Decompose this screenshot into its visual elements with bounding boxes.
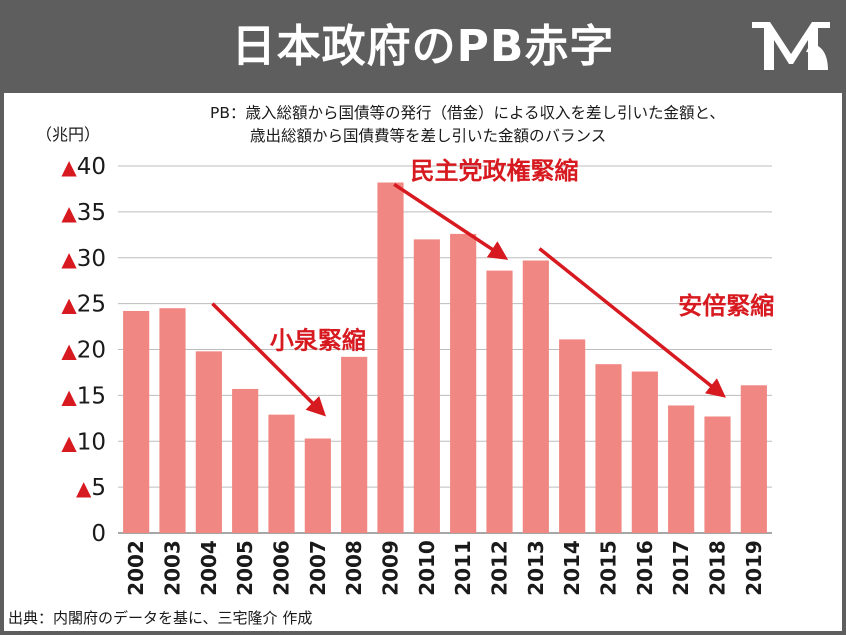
annotation-label: 小泉緊縮	[270, 327, 366, 355]
y-axis-unit-label: （兆円）	[36, 125, 101, 144]
x-tick-label: 2006	[270, 540, 294, 596]
y-tick-label: 0	[91, 521, 106, 547]
x-tick-label: 2005	[233, 540, 257, 596]
bar-2014	[559, 339, 586, 533]
x-tick-label: 2017	[669, 540, 693, 596]
x-tick-label: 2013	[524, 540, 548, 596]
gridlines	[118, 165, 772, 534]
bar-2019	[740, 385, 767, 533]
bars	[123, 182, 767, 533]
annotation-arrows	[211, 182, 726, 417]
y-tick-label: ▲5	[76, 475, 106, 501]
bar-2005	[232, 388, 259, 533]
x-tick-label: 2015	[597, 540, 621, 596]
x-tick-label: 2016	[633, 540, 657, 596]
y-tick-label: ▲30	[61, 246, 106, 272]
x-tick-label: 2014	[560, 540, 584, 596]
x-tick-label: 2011	[451, 540, 475, 596]
y-tick-label: ▲20	[61, 338, 106, 364]
bar-2012	[486, 270, 513, 533]
bar-2009	[377, 182, 404, 533]
y-tick-label: ▲10	[61, 429, 106, 455]
bar-2018	[704, 416, 731, 533]
x-tick-label: 2010	[415, 540, 439, 596]
x-tick-label: 2004	[197, 540, 221, 596]
x-tick-label: 2019	[742, 540, 766, 596]
bar-2016	[631, 371, 658, 533]
note-line-1: PB：歳入総額から国債等の発行（借金）による収入を差し引いた金額と、	[210, 104, 725, 122]
annotation-label: 安倍緊縮	[678, 292, 774, 320]
x-tick-label: 2012	[488, 540, 512, 596]
x-tick-label: 2008	[342, 540, 366, 596]
bar-2008	[341, 356, 368, 533]
bar-2017	[668, 405, 695, 533]
y-tick-label: ▲25	[61, 292, 106, 318]
y-tick-label: ▲40	[61, 154, 106, 180]
y-tick-label: ▲15	[61, 383, 106, 409]
mr-logo-icon	[752, 22, 830, 70]
x-tick-labels: 2002 2003 2004 2005 2006 2007 2008 2009 2010 2011…	[124, 540, 766, 596]
chart-title: 日本政府のPB赤字	[231, 21, 615, 72]
bar-2002	[123, 310, 150, 533]
header-bar	[0, 0, 846, 93]
bar-2011	[450, 233, 477, 533]
bar-2006	[268, 414, 295, 533]
pb-definition-note: PB：歳入総額から国債等の発行（借金）による収入を差し引いた金額と、 歳出総額か…	[210, 102, 830, 148]
annotation-arrow	[393, 182, 509, 260]
bar-2013	[522, 260, 549, 533]
x-tick-label: 2003	[161, 540, 185, 596]
x-tick-label: 2018	[706, 540, 730, 596]
y-tick-labels: 0 ▲5 ▲10 ▲15 ▲20 ▲25 ▲30 ▲35 ▲40	[61, 154, 106, 547]
x-tick-label: 2002	[124, 540, 148, 596]
annotation-label: 民主党政権緊縮	[411, 157, 579, 185]
annotation-arrow	[211, 302, 327, 417]
y-tick-label: ▲35	[61, 200, 106, 226]
bar-2010	[413, 239, 440, 533]
bar-2003	[159, 308, 186, 533]
annotation-arrow	[538, 247, 726, 398]
x-tick-label: 2007	[306, 540, 330, 596]
source-footer: 出典：内閣府のデータを基に、三宅隆介 作成	[8, 609, 313, 627]
bar-2004	[195, 351, 222, 533]
bar-2015	[595, 364, 622, 533]
note-line-2: 歳出総額から国債費等を差し引いた金額のバランス	[250, 127, 607, 145]
bar-2007	[304, 438, 331, 533]
x-tick-label: 2009	[379, 540, 403, 596]
